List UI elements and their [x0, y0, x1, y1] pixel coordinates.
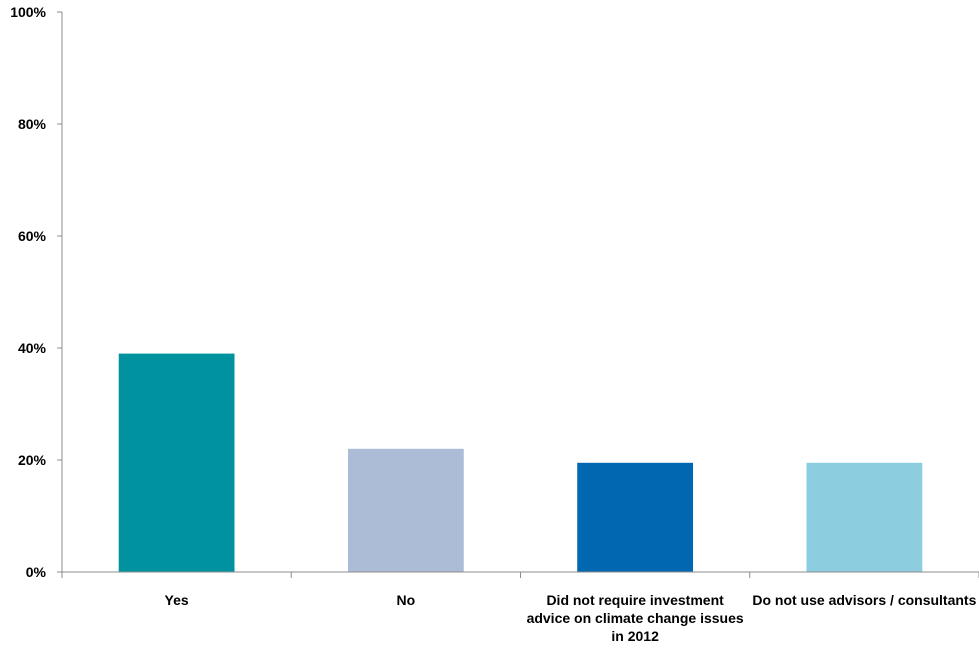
- x-category-label: Did not require investment advice on clim…: [527, 592, 744, 644]
- x-category-label-line: Did not require investment: [546, 592, 724, 608]
- y-tick-label: 60%: [18, 228, 47, 244]
- y-tick-label: 0%: [26, 564, 47, 580]
- x-axis: Yes No Did not require investment advice on…: [62, 572, 979, 644]
- y-tick-label: 40%: [18, 340, 47, 356]
- bar: [806, 463, 922, 572]
- x-category-label-line: Yes: [165, 592, 189, 608]
- x-category-label-line: advice on climate change issues: [527, 610, 744, 626]
- y-tick-label: 80%: [18, 116, 47, 132]
- x-category-label: No: [397, 592, 416, 608]
- x-category-label-line: No: [397, 592, 416, 608]
- x-category-label-line: Do not use advisors / consultants: [752, 592, 976, 608]
- bar: [119, 354, 235, 572]
- bars: [119, 354, 923, 572]
- y-axis: 0% 20% 40% 60% 80% 100%: [10, 4, 62, 580]
- x-category-label: Do not use advisors / consultants: [752, 592, 976, 608]
- x-category-label-line: in 2012: [611, 628, 659, 644]
- y-tick-label: 100%: [10, 4, 46, 20]
- y-tick-label: 20%: [18, 452, 47, 468]
- bar: [577, 463, 693, 572]
- bar: [348, 449, 464, 572]
- x-category-label: Yes: [165, 592, 189, 608]
